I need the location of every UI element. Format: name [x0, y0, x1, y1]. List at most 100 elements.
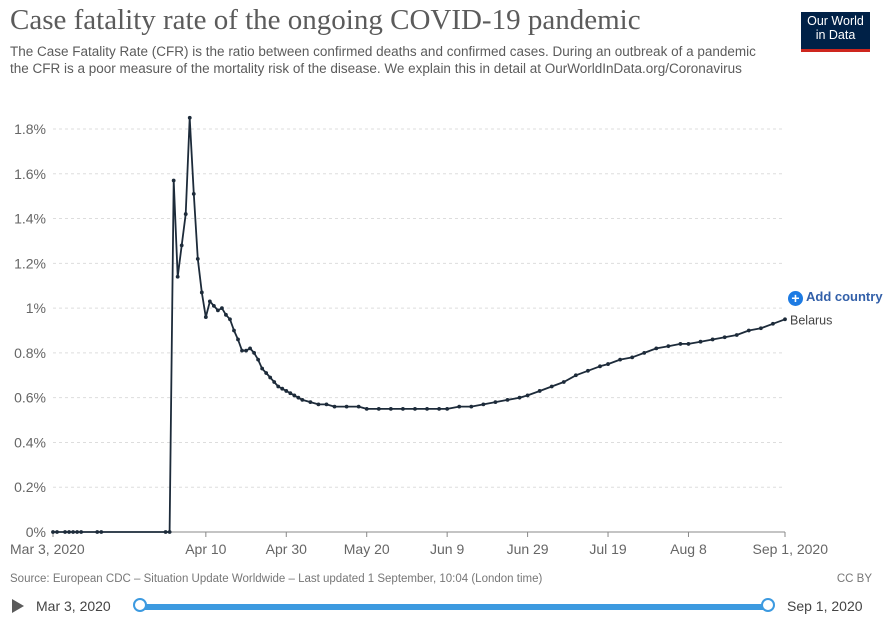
timeline-end-handle[interactable] [761, 598, 775, 612]
data-point [228, 317, 232, 322]
data-point [437, 406, 442, 411]
logo-line-2: in Data [815, 28, 856, 42]
data-point [199, 290, 204, 295]
data-point [505, 398, 510, 402]
data-point [783, 317, 787, 322]
data-point [356, 404, 361, 409]
data-point [771, 321, 775, 326]
y-tick-label: 1% [26, 300, 46, 316]
data-point [63, 530, 67, 534]
y-tick-label: 0.6% [14, 390, 46, 406]
data-point [376, 406, 381, 411]
y-tick-label: 0.4% [14, 434, 46, 450]
series-label: Belarus [790, 313, 832, 327]
data-point [236, 337, 240, 342]
source-note: Source: European CDC – Situation Update … [10, 573, 543, 585]
y-tick-label: 0% [26, 524, 46, 540]
timeline-end-label: Sep 1, 2020 [787, 598, 863, 614]
line-chart: 0% 0.2% 0.4% 0.6% 0.8% 1% 1.2% 1.4% 1.6% 1.8% Mar … [10, 115, 832, 557]
data-point [517, 395, 522, 400]
data-point [284, 389, 289, 393]
x-tick-label: May 20 [344, 541, 390, 557]
data-point [272, 380, 277, 384]
data-point [296, 395, 301, 400]
data-point [654, 346, 659, 351]
data-point [493, 400, 498, 405]
data-point [344, 404, 349, 409]
data-point [264, 371, 269, 375]
data-point [276, 384, 281, 389]
y-tick-label: 1.6% [14, 166, 46, 182]
x-tick-label: Apr 30 [266, 541, 307, 557]
data-point [163, 530, 168, 534]
data-point [51, 530, 55, 534]
data-point [288, 391, 293, 396]
license-link[interactable]: CC BY [836, 573, 872, 585]
data-point [445, 406, 450, 411]
data-point [746, 328, 751, 333]
data-point [211, 303, 216, 308]
timeline-start-handle[interactable] [133, 598, 147, 612]
data-point [71, 530, 76, 534]
chart-subtitle: The Case Fatality Rate (CFR) is the rati… [10, 44, 756, 76]
data-point [698, 339, 703, 344]
data-point [175, 274, 180, 279]
our-world-in-data-logo[interactable]: Our World in Data [801, 12, 870, 52]
data-point [220, 306, 224, 311]
data-point [666, 344, 671, 349]
data-point [606, 362, 610, 366]
data-point [537, 389, 542, 393]
x-tick-label: Apr 10 [185, 541, 226, 557]
data-point [469, 404, 474, 409]
data-point [549, 384, 554, 389]
y-tick-label: 0.8% [14, 345, 46, 361]
data-point [292, 393, 297, 398]
data-point [203, 315, 208, 319]
x-tick-label: Sep 1, 2020 [752, 541, 828, 557]
data-point [722, 335, 727, 340]
data-point [187, 115, 192, 120]
x-tick-label: Aug 8 [670, 541, 707, 557]
data-point [55, 530, 59, 534]
data-point [244, 348, 248, 353]
data-point [388, 406, 393, 411]
timeline-track[interactable] [140, 604, 768, 610]
play-icon[interactable] [12, 599, 24, 613]
data-point [425, 406, 429, 411]
data-point [99, 530, 104, 534]
data-point [586, 368, 590, 373]
add-country-button[interactable]: + Add country [788, 289, 883, 306]
x-tick-label: Mar 3, 2020 [10, 541, 85, 557]
data-point [268, 375, 273, 380]
data-point [710, 337, 715, 342]
data-point [457, 404, 462, 409]
data-point [630, 355, 635, 360]
data-point [332, 404, 337, 409]
series-line [53, 116, 786, 533]
add-country-label: Add country [806, 289, 883, 304]
data-point [67, 530, 71, 534]
data-point [364, 406, 369, 411]
data-point [252, 350, 256, 355]
data-point [618, 357, 622, 362]
y-tick-label: 1.8% [14, 121, 46, 137]
data-point [75, 530, 80, 534]
data-point [686, 342, 691, 346]
data-point [642, 350, 647, 355]
y-tick-label: 1.2% [14, 255, 46, 271]
data-point [678, 342, 683, 346]
data-point [260, 366, 265, 371]
data-point [280, 386, 285, 391]
data-point [525, 393, 530, 398]
data-point [179, 243, 184, 248]
data-point [401, 406, 405, 411]
data-point [224, 312, 228, 317]
y-tick-label: 0.2% [14, 479, 46, 495]
data-point [195, 256, 200, 261]
data-point [167, 530, 172, 534]
data-point [300, 398, 305, 402]
data-point [207, 299, 212, 304]
data-point [183, 212, 188, 216]
data-point [573, 373, 578, 378]
x-tick-label: Jun 29 [507, 541, 549, 557]
